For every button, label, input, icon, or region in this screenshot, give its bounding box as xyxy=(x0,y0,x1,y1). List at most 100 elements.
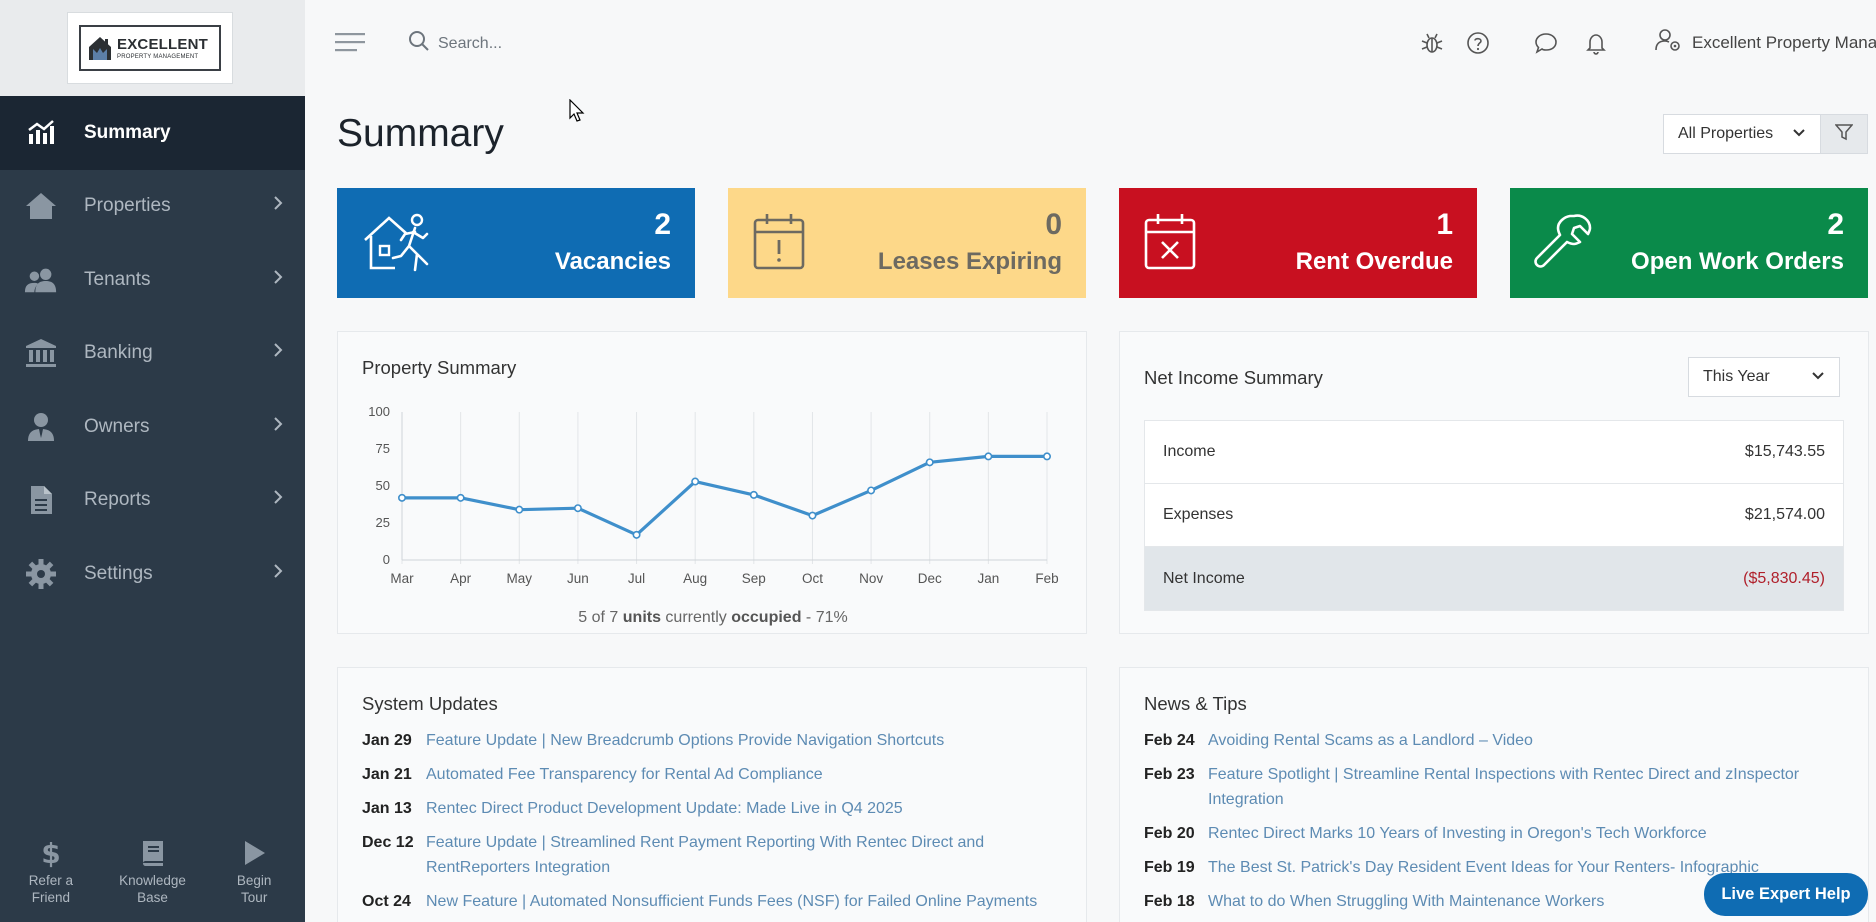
hamburger-menu-icon[interactable] xyxy=(335,30,365,59)
search-input[interactable] xyxy=(438,34,738,53)
net-income-row: Net Income ($5,830.45) xyxy=(1145,547,1843,610)
knowledge-line2: Base xyxy=(137,890,168,905)
users-icon xyxy=(24,265,58,295)
row-value: $15,743.55 xyxy=(1744,443,1825,460)
refer-a-friend-link[interactable]: $ Refer a Friend xyxy=(0,826,102,922)
income-table: Income $15,743.55 Expenses $21,574.00 Ne… xyxy=(1144,420,1844,611)
row-label: Expenses xyxy=(1163,506,1234,523)
item-link[interactable]: Automated Fee Transparency for Rental Ad… xyxy=(426,766,823,783)
user-tie-icon xyxy=(24,412,58,442)
item-date: Feb 19 xyxy=(1144,858,1195,876)
news-tips-list: Feb 24 Avoiding Rental Scams as a Landlor… xyxy=(1144,729,1844,922)
x-tick-label: Nov xyxy=(859,571,883,586)
occupancy-units: units xyxy=(622,609,661,626)
item-link[interactable]: What to do When Struggling With Maintena… xyxy=(1208,892,1605,910)
item-link[interactable]: The Best St. Patrick's Day Resident Even… xyxy=(1208,858,1759,876)
sidebar-item-tenants[interactable]: Tenants xyxy=(0,243,305,317)
logo[interactable]: EXCELLENT PROPERTY MANAGEMENT xyxy=(67,12,233,84)
system-updates-panel: System Updates Jan 29 Feature Update | Ne… xyxy=(337,667,1087,922)
sidebar-item-settings[interactable]: Settings xyxy=(0,537,305,611)
item-link[interactable]: Feature Update | New Breadcrumb Options … xyxy=(426,732,945,749)
chevron-down-icon xyxy=(1792,125,1806,143)
range-select-value: This Year xyxy=(1703,368,1770,385)
item-date: Jan 29 xyxy=(362,732,412,749)
chevron-right-icon xyxy=(273,342,283,364)
net-income-title: Net Income Summary xyxy=(1144,367,1323,388)
open-work-orders-card[interactable]: 2 Open Work Orders xyxy=(1510,188,1868,298)
top-icons: Excellent Property Mana... xyxy=(1420,28,1876,57)
open-work-orders-count: 2 xyxy=(1827,208,1844,241)
list-item: Feb 23 Feature Spotlight | Streamline Ren… xyxy=(1144,763,1844,812)
sidebar-item-owners[interactable]: Owners xyxy=(0,390,305,464)
rent-overdue-label: Rent Overdue xyxy=(1295,248,1453,275)
range-select[interactable]: This Year xyxy=(1688,357,1840,397)
series-line xyxy=(402,454,1047,537)
mouse-cursor-icon xyxy=(569,98,585,128)
x-tick-label: Dec xyxy=(918,571,942,586)
chat-icon[interactable] xyxy=(1534,31,1558,55)
sidebar-nav: Summary Properties Tenants Banking xyxy=(0,96,305,611)
begin-tour-link[interactable]: Begin Tour xyxy=(203,826,305,922)
logo-area: EXCELLENT PROPERTY MANAGEMENT xyxy=(0,0,305,96)
expenses-row: Expenses $21,574.00 xyxy=(1145,484,1843,547)
chevron-right-icon xyxy=(273,195,283,217)
bell-icon[interactable] xyxy=(1584,31,1608,55)
dollar-icon: $ xyxy=(41,834,61,872)
calendar-alert-icon xyxy=(752,212,806,277)
y-tick-label: 0 xyxy=(383,552,390,567)
x-tick-label: Oct xyxy=(802,571,823,586)
live-expert-help-button[interactable]: Live Expert Help xyxy=(1704,873,1868,916)
property-filter: All Properties xyxy=(1663,114,1868,154)
property-summary-chart: 0 25 50 75 100 Mar Apr May Jun Jul Aug Sep Oct Nov Dec… xyxy=(368,404,1058,586)
rent-overdue-card[interactable]: 1 Rent Overdue xyxy=(1119,188,1477,298)
row-value: ($5,830.45) xyxy=(1743,569,1825,587)
occupancy-text: 5 of 7 units currently occupied - 71% xyxy=(338,609,1088,627)
item-link[interactable]: New Feature | Automated Nonsufficient Fu… xyxy=(426,892,1038,910)
x-tick-label: May xyxy=(507,571,533,586)
leases-expiring-count: 0 xyxy=(1045,208,1062,241)
sidebar-item-properties[interactable]: Properties xyxy=(0,170,305,244)
item-date: Feb 24 xyxy=(1144,732,1195,749)
x-tick-label: Jul xyxy=(628,571,645,586)
sidebar-item-label: Settings xyxy=(84,562,153,584)
chevron-right-icon xyxy=(273,269,283,291)
filter-button[interactable] xyxy=(1820,115,1867,153)
item-link[interactable]: Feature Spotlight | Streamline Rental In… xyxy=(1208,766,1800,808)
list-item: Jan 13 Rentec Direct Product Development … xyxy=(362,797,1062,822)
list-item: Dec 12 Feature Update | Streamlined Rent … xyxy=(362,831,1062,880)
sidebar-item-summary[interactable]: Summary xyxy=(0,96,305,170)
item-date: Feb 18 xyxy=(1144,892,1195,910)
data-point xyxy=(867,486,876,495)
item-link[interactable]: Rentec Direct Product Development Update… xyxy=(426,800,903,817)
x-tick-label: Aug xyxy=(683,571,707,586)
home-icon xyxy=(24,191,58,221)
item-date: Jan 21 xyxy=(362,766,412,783)
leases-expiring-card[interactable]: 0 Leases Expiring xyxy=(728,188,1086,298)
vacancies-card[interactable]: 2 Vacancies xyxy=(337,188,695,298)
data-point xyxy=(925,458,934,467)
knowledge-line1: Knowledge xyxy=(119,873,186,888)
item-link[interactable]: Feature Update | Streamlined Rent Paymen… xyxy=(426,834,985,876)
logo-frame: EXCELLENT PROPERTY MANAGEMENT xyxy=(79,25,221,71)
help-icon[interactable] xyxy=(1466,31,1490,55)
item-link[interactable]: Rentec Direct Marks 10 Years of Investin… xyxy=(1208,824,1707,842)
tour-line1: Begin xyxy=(236,873,272,888)
sidebar-item-label: Reports xyxy=(84,489,151,511)
sidebar-item-banking[interactable]: Banking xyxy=(0,317,305,391)
tour-line2: Tour xyxy=(241,890,268,905)
calendar-x-icon xyxy=(1143,212,1197,277)
search-bar xyxy=(408,30,738,57)
data-point xyxy=(515,505,524,514)
y-tick-label: 50 xyxy=(376,478,390,493)
news-tips-title: News & Tips xyxy=(1144,693,1247,714)
bug-icon[interactable] xyxy=(1420,31,1444,55)
knowledge-base-link[interactable]: Knowledge Base xyxy=(102,826,204,922)
list-item: Jan 21 Automated Fee Transparency for Ren… xyxy=(362,763,1062,788)
property-select[interactable]: All Properties xyxy=(1664,115,1820,153)
sidebar-item-reports[interactable]: Reports xyxy=(0,464,305,538)
account-menu[interactable]: Excellent Property Mana... xyxy=(1654,28,1876,57)
item-link[interactable]: Avoiding Rental Scams as a Landlord – Vi… xyxy=(1208,732,1533,749)
item-date: Feb 20 xyxy=(1144,824,1195,842)
list-item: Feb 19 The Best St. Patrick's Day Residen… xyxy=(1144,856,1844,881)
file-icon xyxy=(24,485,58,515)
